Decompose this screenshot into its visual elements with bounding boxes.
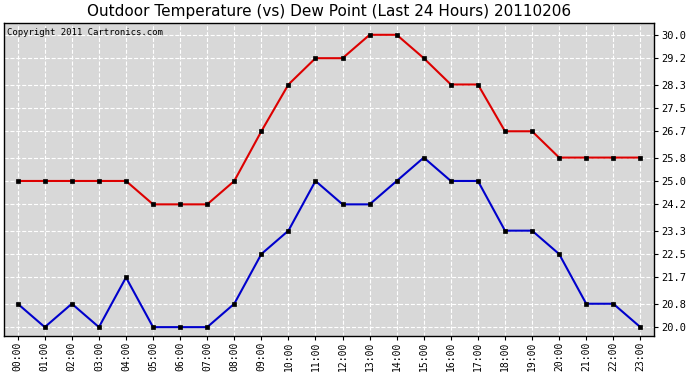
Title: Outdoor Temperature (vs) Dew Point (Last 24 Hours) 20110206: Outdoor Temperature (vs) Dew Point (Last…	[87, 4, 571, 19]
Text: Copyright 2011 Cartronics.com: Copyright 2011 Cartronics.com	[8, 28, 164, 37]
